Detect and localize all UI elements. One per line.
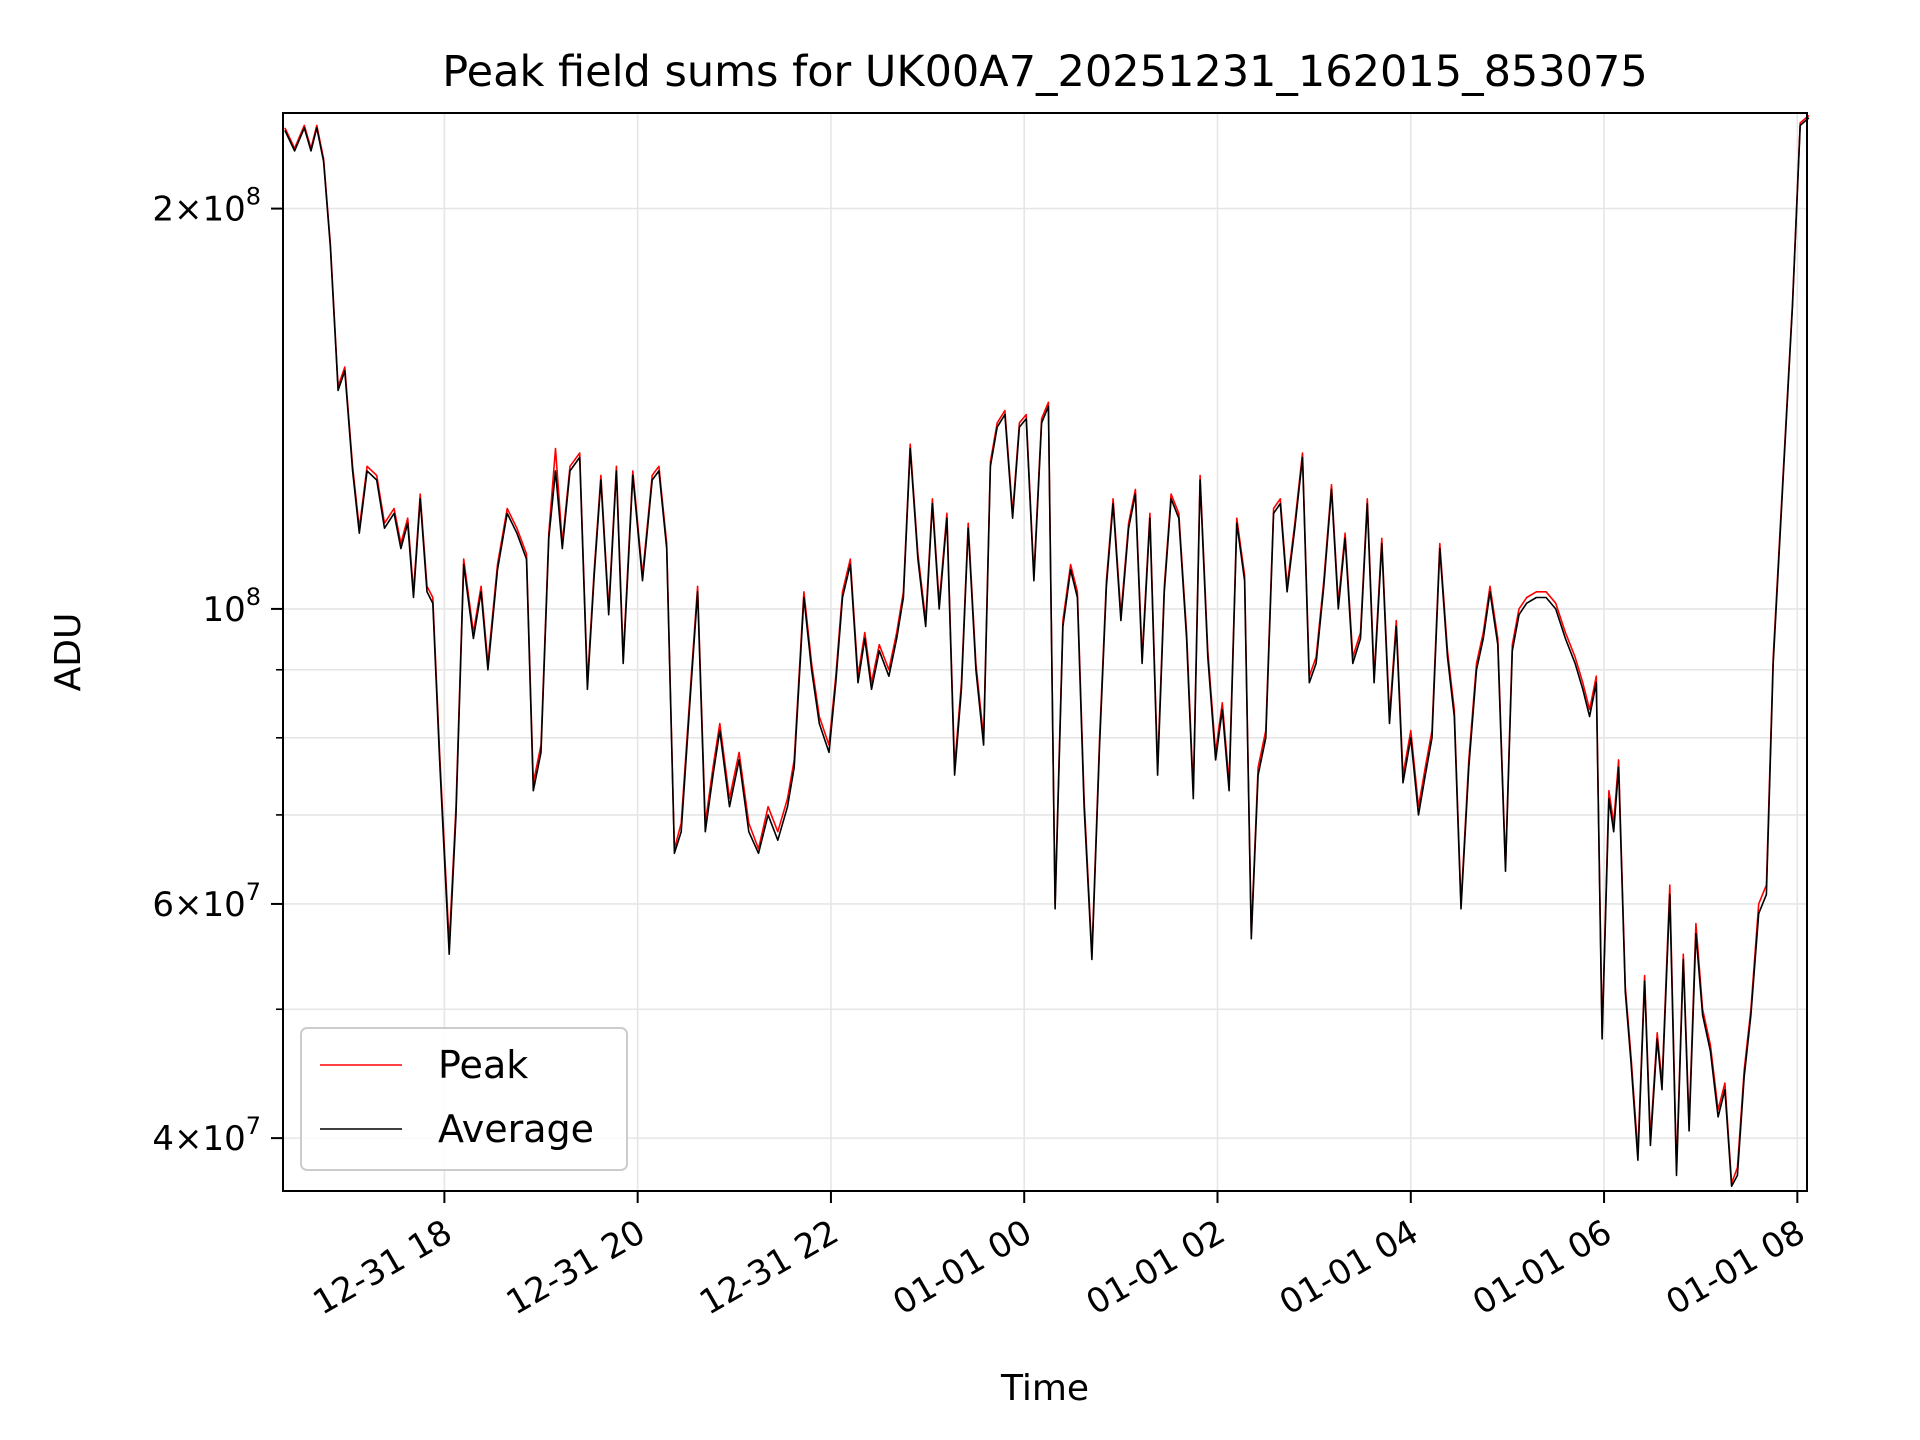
- y-tick-base: 6×10: [152, 885, 245, 925]
- legend-label-average: Average: [438, 1107, 594, 1151]
- x-axis-label: Time: [1000, 1368, 1089, 1409]
- grid-lines: [283, 113, 1807, 1191]
- y-tick-exponent: 7: [246, 878, 261, 906]
- y-tick-exponent: 8: [246, 583, 261, 611]
- y-tick-base: 2×10: [152, 190, 245, 230]
- series-line-average: [284, 117, 1810, 1188]
- y-tick-label: 6×107: [152, 878, 261, 925]
- legend-box: [300, 1027, 628, 1171]
- chart-title: Peak field sums for UK00A7_20251231_1620…: [442, 47, 1647, 97]
- y-tick-label: 4×107: [152, 1112, 261, 1159]
- plot-frame: [282, 112, 1808, 1192]
- y-tick-label: 2×108: [152, 183, 261, 230]
- legend: Peak Average: [300, 1027, 628, 1171]
- series-layer: [284, 114, 1810, 1188]
- y-tick-base: 10: [202, 590, 245, 630]
- y-axis-label: ADU: [48, 613, 89, 692]
- legend-label-peak: Peak: [438, 1043, 528, 1087]
- y-tick-base: 4×10: [152, 1119, 245, 1159]
- y-tick-exponent: 8: [246, 183, 261, 211]
- y-tick-label: 108: [202, 583, 261, 630]
- y-tick-exponent: 7: [246, 1112, 261, 1140]
